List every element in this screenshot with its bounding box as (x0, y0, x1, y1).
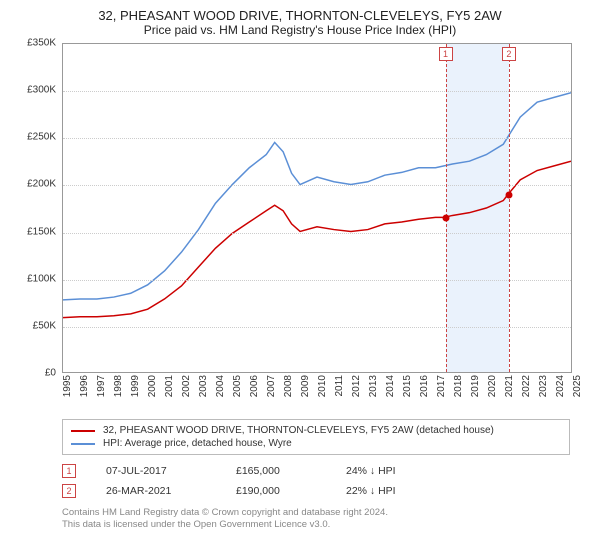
chart-container: 32, PHEASANT WOOD DRIVE, THORNTON-CLEVEL… (0, 0, 600, 560)
sales-diff: 24% ↓ HPI (346, 465, 446, 477)
x-axis-label: 2020 (487, 375, 498, 397)
sales-marker: 1 (62, 464, 76, 478)
marker-label: 1 (439, 47, 453, 61)
x-axis-label: 2004 (215, 375, 226, 397)
gridline (63, 91, 571, 92)
x-axis-label: 2023 (538, 375, 549, 397)
x-axis-label: 2025 (572, 375, 583, 397)
gridline (63, 185, 571, 186)
x-axis-label: 2024 (555, 375, 566, 397)
gridline (63, 280, 571, 281)
x-axis-label: 2018 (453, 375, 464, 397)
y-axis-label: £50K (33, 320, 56, 331)
legend-item: 32, PHEASANT WOOD DRIVE, THORNTON-CLEVEL… (71, 424, 561, 437)
plot-area: £0£50K£100K£150K£200K£250K£300K£350K 12 … (18, 43, 578, 413)
sales-price: £190,000 (236, 485, 316, 497)
marker-line (446, 44, 447, 372)
x-axis-label: 2014 (385, 375, 396, 397)
x-axis-label: 2001 (164, 375, 175, 397)
gridline (63, 138, 571, 139)
x-axis-label: 2016 (419, 375, 430, 397)
footer-line-1: Contains HM Land Registry data © Crown c… (62, 507, 588, 519)
y-axis-label: £300K (27, 85, 56, 96)
x-axis-label: 2022 (521, 375, 532, 397)
y-axis: £0£50K£100K£150K£200K£250K£300K£350K (18, 43, 60, 373)
x-axis-label: 2011 (334, 375, 345, 397)
x-axis-label: 1998 (113, 375, 124, 397)
x-axis-label: 2009 (300, 375, 311, 397)
legend-swatch (71, 443, 95, 445)
x-axis-label: 2017 (436, 375, 447, 397)
footer: Contains HM Land Registry data © Crown c… (62, 507, 588, 532)
plot-box: 12 (62, 43, 572, 373)
x-axis-label: 2019 (470, 375, 481, 397)
x-axis-label: 2003 (198, 375, 209, 397)
sales-row: 1 07-JUL-2017 £165,000 24% ↓ HPI (62, 461, 570, 481)
chart-subtitle: Price paid vs. HM Land Registry's House … (12, 23, 588, 37)
x-axis-label: 2021 (504, 375, 515, 397)
legend-swatch (71, 430, 95, 432)
sales-table: 1 07-JUL-2017 £165,000 24% ↓ HPI 2 26-MAR-202… (62, 461, 570, 501)
chart-title: 32, PHEASANT WOOD DRIVE, THORNTON-CLEVEL… (12, 8, 588, 23)
legend: 32, PHEASANT WOOD DRIVE, THORNTON-CLEVEL… (62, 419, 570, 455)
series-line-hpi (63, 93, 571, 300)
x-axis-label: 1995 (62, 375, 73, 397)
chart-lines (63, 44, 571, 372)
sales-date: 07-JUL-2017 (106, 465, 206, 477)
x-axis-label: 1996 (79, 375, 90, 397)
x-axis-label: 2007 (266, 375, 277, 397)
legend-item: HPI: Average price, detached house, Wyre (71, 437, 561, 450)
x-axis: 1995 1996 1997 1998 1999 2000 2001 2002 2003 2004… (62, 375, 572, 411)
x-axis-label: 2005 (232, 375, 243, 397)
x-axis-label: 2012 (351, 375, 362, 397)
sales-marker: 2 (62, 484, 76, 498)
y-axis-label: £250K (27, 132, 56, 143)
y-axis-label: £200K (27, 179, 56, 190)
legend-label: HPI: Average price, detached house, Wyre (103, 438, 292, 449)
marker-dot (442, 215, 449, 222)
x-axis-label: 2006 (249, 375, 260, 397)
x-axis-label: 2008 (283, 375, 294, 397)
marker-dot (505, 191, 512, 198)
gridline (63, 327, 571, 328)
x-axis-label: 1997 (96, 375, 107, 397)
x-axis-label: 2010 (317, 375, 328, 397)
x-axis-label: 2002 (181, 375, 192, 397)
sales-row: 2 26-MAR-2021 £190,000 22% ↓ HPI (62, 481, 570, 501)
x-axis-label: 1999 (130, 375, 141, 397)
x-axis-label: 2000 (147, 375, 158, 397)
marker-line (509, 44, 510, 372)
sales-date: 26-MAR-2021 (106, 485, 206, 497)
sales-price: £165,000 (236, 465, 316, 477)
x-axis-label: 2015 (402, 375, 413, 397)
x-axis-label: 2013 (368, 375, 379, 397)
legend-label: 32, PHEASANT WOOD DRIVE, THORNTON-CLEVEL… (103, 425, 494, 436)
footer-line-2: This data is licensed under the Open Gov… (62, 519, 588, 531)
y-axis-label: £350K (27, 38, 56, 49)
y-axis-label: £0 (45, 368, 56, 379)
y-axis-label: £150K (27, 226, 56, 237)
sales-diff: 22% ↓ HPI (346, 485, 446, 497)
gridline (63, 233, 571, 234)
y-axis-label: £100K (27, 273, 56, 284)
marker-label: 2 (502, 47, 516, 61)
